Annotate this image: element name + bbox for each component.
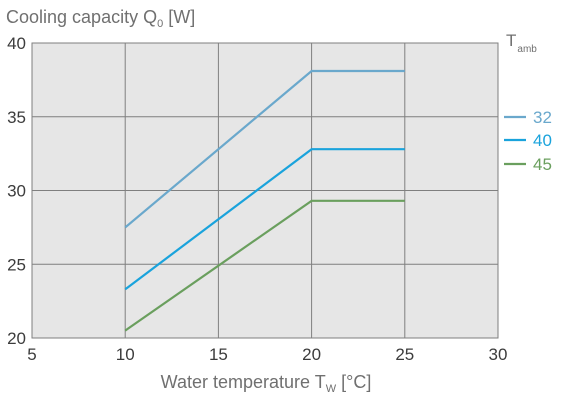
x-tick-label: 20 — [302, 345, 321, 364]
series-line-45 — [124, 199, 405, 332]
legend-title: Tamb — [506, 31, 537, 55]
x-tick-label: 30 — [489, 345, 508, 364]
x-tick-label: 10 — [116, 345, 135, 364]
y-tick-label: 40 — [7, 34, 26, 53]
x-axis-title: Water temperature TW [°C] — [161, 372, 372, 395]
legend-label-40: 40 — [533, 131, 552, 150]
x-axis-ticks: 5 10 15 20 25 30 — [27, 345, 507, 364]
series-line-32 — [124, 69, 405, 229]
y-axis-ticks: 20 25 30 35 40 — [7, 34, 26, 348]
legend: 32 40 45 — [504, 108, 552, 174]
y-axis-title: Cooling capacity Q0 [W] — [6, 7, 195, 30]
legend-label-32: 32 — [533, 108, 552, 127]
plot-frame — [31, 42, 499, 339]
series-group — [124, 69, 405, 332]
y-tick-label: 30 — [7, 182, 26, 201]
y-tick-label: 35 — [7, 108, 26, 127]
legend-label-45: 45 — [533, 155, 552, 174]
x-tick-label: 15 — [209, 345, 228, 364]
y-tick-label: 25 — [7, 255, 26, 274]
y-tick-label: 20 — [7, 329, 26, 348]
x-tick-label: 25 — [395, 345, 414, 364]
series-line-40 — [124, 148, 405, 291]
x-tick-label: 5 — [27, 345, 36, 364]
